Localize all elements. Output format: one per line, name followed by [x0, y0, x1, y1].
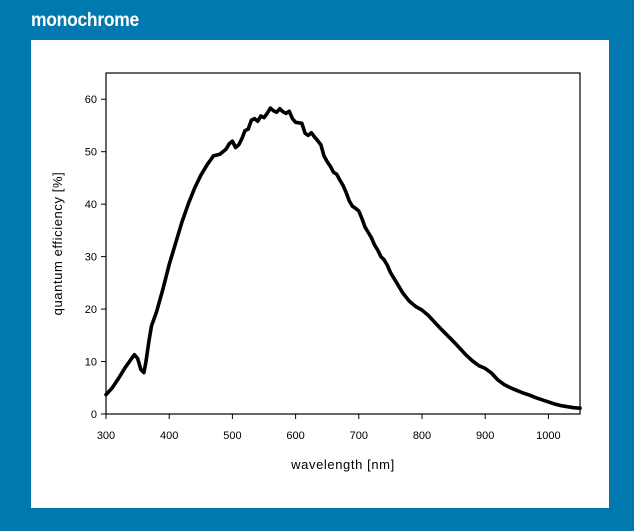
chart-panel: 300 400 500 600 700 800 900 1000 0 10 20 30 40 50 60 w…: [31, 40, 609, 508]
axis-ticks: 300 400 500 600 700 800 900 1000 0 10 20 30 40 50 60: [85, 94, 561, 442]
x-tick-label: 900: [476, 430, 494, 442]
x-tick-label: 800: [413, 430, 431, 442]
x-axis-title: wavelength [nm]: [290, 457, 395, 472]
x-tick-label: 300: [97, 430, 115, 442]
series-line-monochrome: [104, 106, 582, 410]
y-tick-label: 0: [91, 409, 97, 421]
y-tick-label: 10: [85, 357, 97, 369]
y-axis-title: quantum efficiency [%]: [50, 172, 65, 316]
y-tick-label: 20: [85, 304, 97, 316]
y-tick-label: 50: [85, 147, 97, 159]
plot-area-frame: [105, 72, 581, 415]
y-tick-label: 30: [85, 252, 97, 264]
x-tick-label: 400: [160, 430, 178, 442]
panel-title: monochrome: [31, 10, 139, 31]
quantum-efficiency-chart: 300 400 500 600 700 800 900 1000 0 10 20 30 40 50 60 w…: [50, 72, 582, 472]
x-tick-label: 600: [286, 430, 304, 442]
x-tick-label: 700: [350, 430, 368, 442]
y-tick-label: 40: [85, 199, 97, 211]
y-tick-label: 60: [85, 94, 97, 106]
x-tick-label: 1000: [536, 430, 560, 442]
x-tick-label: 500: [223, 430, 241, 442]
